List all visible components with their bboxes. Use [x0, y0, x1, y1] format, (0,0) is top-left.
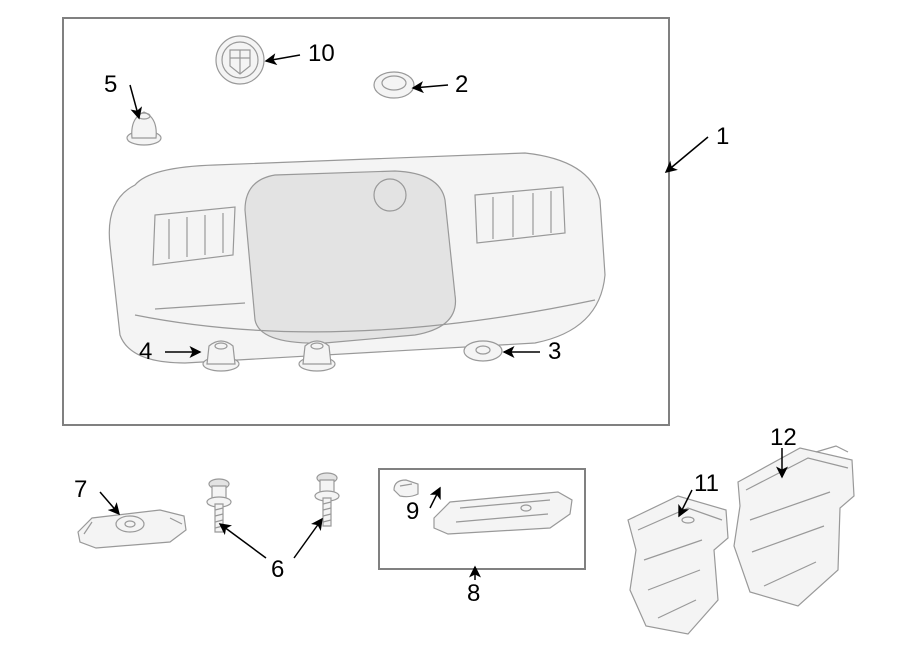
callout-arrow-1 [666, 137, 708, 172]
callout-label-11: 11 [694, 472, 719, 496]
panel-engine-cover-group [62, 17, 670, 426]
part-bracket-7 [74, 498, 190, 552]
callout-label-9: 9 [406, 500, 419, 524]
callout-arrow-11 [679, 490, 692, 516]
callout-arrow-6 [220, 524, 266, 558]
callout-label-12: 12 [770, 426, 797, 450]
callout-label-4: 4 [139, 340, 152, 364]
part-shield-12 [720, 442, 860, 612]
callout-arrow-6-b [294, 519, 322, 558]
callout-label-7: 7 [74, 478, 87, 502]
callout-label-2: 2 [455, 73, 468, 97]
callout-label-1: 1 [716, 125, 729, 149]
part-bolt-6b [312, 470, 342, 532]
callout-label-5: 5 [104, 73, 117, 97]
diagram-page: 123456789101112 [0, 0, 900, 661]
callout-label-10: 10 [308, 42, 335, 66]
part-housing-11 [618, 490, 738, 640]
callout-label-3: 3 [548, 340, 561, 364]
callout-label-8: 8 [467, 582, 480, 606]
part-bolt-6a [204, 476, 234, 538]
callout-label-6: 6 [271, 558, 284, 582]
callout-arrow-7 [100, 492, 119, 514]
